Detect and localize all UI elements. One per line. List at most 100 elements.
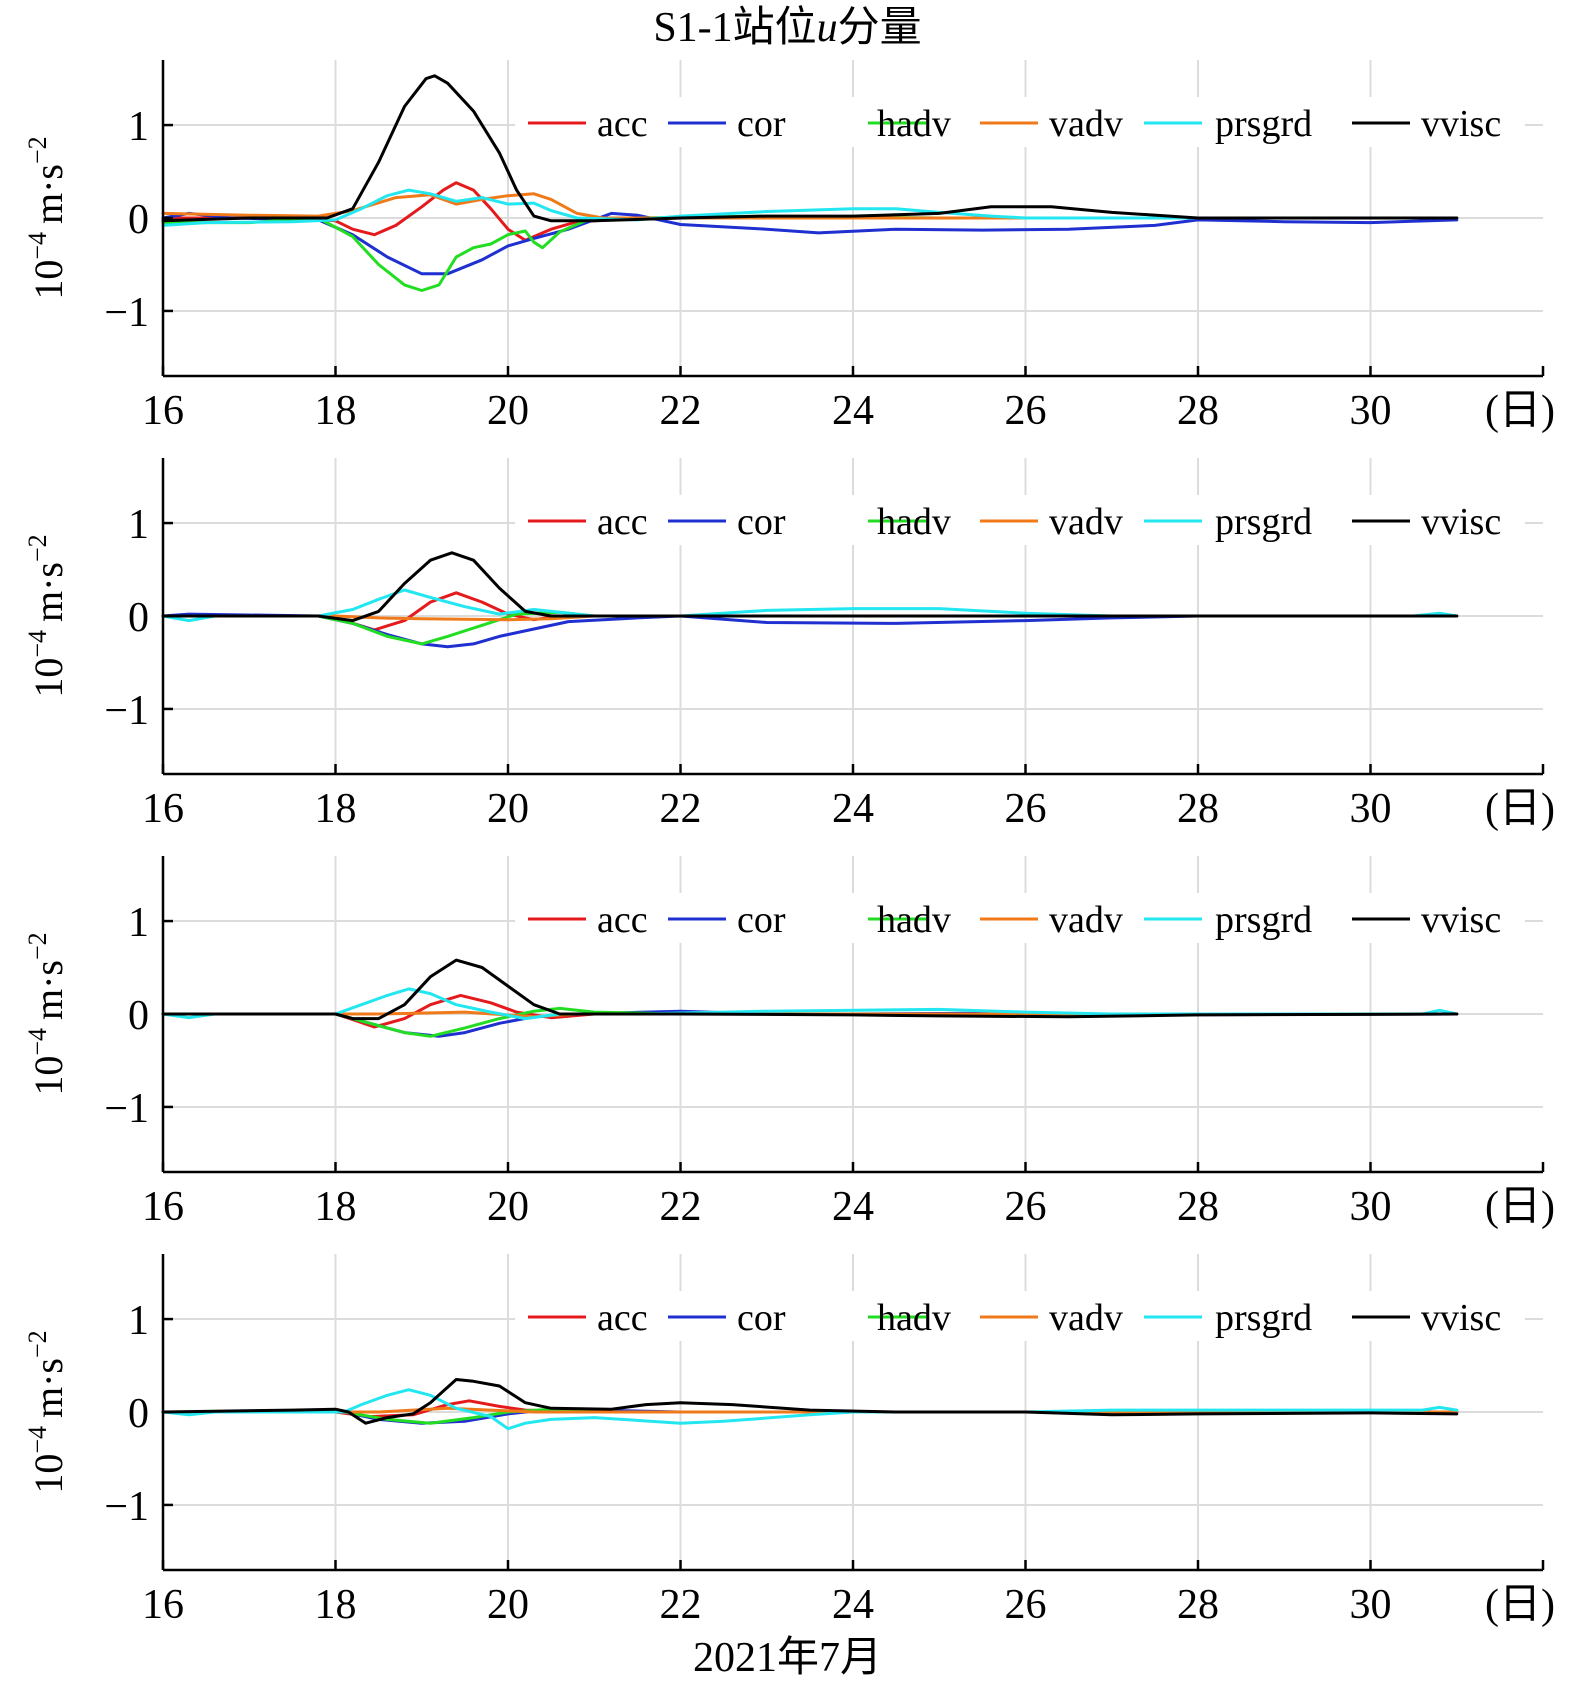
- legend: acc cor hadv vadv prsgrd vvisc: [515, 97, 1525, 147]
- legend-label-hadv: hadv: [877, 501, 951, 543]
- x-tick-label: 24: [832, 786, 874, 832]
- legend-label-vadv: vadv: [1049, 899, 1123, 941]
- series-line-prsgrd: [161, 987, 1459, 1021]
- x-tick-label: 28: [1177, 1582, 1219, 1628]
- legend: acc cor hadv vadv prsgrd vvisc: [515, 893, 1525, 943]
- y-label-unit: m·s: [26, 1358, 71, 1418]
- panel-3: 16 18 20 22 24 26 28 30 −1 0 1 (日) 10−4 m·s−2 acc cor ha…: [23, 856, 1555, 1230]
- x-caption: 2021年7月: [692, 1635, 882, 1681]
- y-label-base: 10: [26, 658, 71, 698]
- y-axis-label: 10−4 m·s−2: [23, 534, 71, 697]
- legend-label-prsgrd: prsgrd: [1215, 103, 1312, 145]
- series-line-hadv: [161, 214, 1459, 292]
- x-tick-label: 26: [1005, 1184, 1047, 1230]
- legend-label-hadv: hadv: [877, 103, 951, 145]
- y-label-unit: m·s: [26, 960, 71, 1020]
- y-label-unit-exp: −2: [23, 136, 52, 164]
- title-variable: u: [816, 5, 838, 51]
- x-tick-label: 16: [142, 388, 184, 434]
- x-tick-label: 28: [1177, 388, 1219, 434]
- legend-label-vvisc: vvisc: [1421, 501, 1501, 543]
- y-axis-label: 10−4 m·s−2: [23, 932, 71, 1095]
- x-tick-label: 22: [660, 1184, 702, 1230]
- legend-label-cor: cor: [737, 1297, 786, 1339]
- x-tick-label: 24: [832, 1582, 874, 1628]
- panel-2: 16 18 20 22 24 26 28 30 −1 0 1 (日) 10−4 m·s−2 acc cor ha…: [23, 458, 1555, 832]
- legend-label-vvisc: vvisc: [1421, 899, 1501, 941]
- y-label-unit: m·s: [26, 164, 71, 224]
- legend-label-acc: acc: [597, 1297, 648, 1339]
- x-tick-label: 24: [832, 388, 874, 434]
- y-tick-label: −1: [104, 688, 149, 734]
- x-tick-label: 22: [660, 388, 702, 434]
- y-tick-label: −1: [104, 1086, 149, 1132]
- x-unit-label: (日): [1485, 786, 1555, 832]
- x-tick-label: 18: [315, 1582, 357, 1628]
- x-tick-label: 28: [1177, 786, 1219, 832]
- legend-label-acc: acc: [597, 899, 648, 941]
- y-axis-label: 10−4 m·s−2: [23, 1330, 71, 1493]
- y-tick-label: −1: [104, 290, 149, 336]
- y-label-exp: −4: [23, 1426, 52, 1454]
- x-tick-label: 20: [487, 786, 529, 832]
- legend-label-vadv: vadv: [1049, 1297, 1123, 1339]
- y-tick-label: 1: [128, 502, 149, 548]
- x-tick-label: 20: [487, 388, 529, 434]
- series-line-prsgrd: [161, 1388, 1459, 1431]
- x-unit-label: (日): [1485, 1582, 1555, 1628]
- title-station: S1-1站位: [653, 5, 817, 51]
- series-line-vvisc: [161, 74, 1459, 223]
- panel-4: 16 18 20 22 24 26 28 30 −1 0 1 (日) 10−4 m·s−2 acc cor ha…: [23, 1254, 1555, 1628]
- page-title: S1-1站位u分量: [0, 0, 1575, 56]
- y-label-base: 10: [26, 1056, 71, 1096]
- y-tick-label: 0: [128, 197, 149, 243]
- y-tick-label: 0: [128, 993, 149, 1039]
- x-tick-label: 26: [1005, 388, 1047, 434]
- legend-label-cor: cor: [737, 103, 786, 145]
- legend-label-acc: acc: [597, 501, 648, 543]
- x-unit-label: (日): [1485, 388, 1555, 434]
- x-tick-label: 16: [142, 1184, 184, 1230]
- y-tick-label: 0: [128, 1391, 149, 1437]
- legend-label-cor: cor: [737, 899, 786, 941]
- x-tick-label: 30: [1350, 1582, 1392, 1628]
- x-tick-label: 18: [315, 388, 357, 434]
- legend-label-vvisc: vvisc: [1421, 103, 1501, 145]
- x-tick-label: 20: [487, 1184, 529, 1230]
- x-tick-label: 26: [1005, 1582, 1047, 1628]
- y-label-base: 10: [26, 260, 71, 300]
- y-label-exp: −4: [23, 630, 52, 658]
- legend-label-cor: cor: [737, 501, 786, 543]
- series-line-hadv: [161, 1006, 1459, 1038]
- legend-label-vvisc: vvisc: [1421, 1297, 1501, 1339]
- x-tick-label: 18: [315, 786, 357, 832]
- y-axis-label: 10−4 m·s−2: [23, 136, 71, 299]
- legend-label-hadv: hadv: [877, 899, 951, 941]
- y-label-unit: m·s: [26, 562, 71, 622]
- series-line-vvisc: [161, 958, 1459, 1021]
- legend-label-vadv: vadv: [1049, 501, 1123, 543]
- x-tick-label: 28: [1177, 1184, 1219, 1230]
- y-tick-label: 1: [128, 1298, 149, 1344]
- y-tick-label: 0: [128, 595, 149, 641]
- series-line-vadv: [161, 192, 1459, 220]
- x-tick-label: 18: [315, 1184, 357, 1230]
- x-tick-label: 16: [142, 786, 184, 832]
- x-tick-label: 30: [1350, 1184, 1392, 1230]
- y-label-exp: −4: [23, 1028, 52, 1056]
- x-tick-label: 22: [660, 786, 702, 832]
- x-tick-label: 30: [1350, 388, 1392, 434]
- x-unit-label: (日): [1485, 1184, 1555, 1230]
- x-tick-label: 30: [1350, 786, 1392, 832]
- series-line-cor: [161, 211, 1459, 276]
- x-tick-label: 16: [142, 1582, 184, 1628]
- legend-label-prsgrd: prsgrd: [1215, 501, 1312, 543]
- y-label-unit-exp: −2: [23, 932, 52, 960]
- x-tick-label: 24: [832, 1184, 874, 1230]
- legend-label-prsgrd: prsgrd: [1215, 899, 1312, 941]
- panel-1: 16 18 20 22 24 26 28 30 −1 0 1 (日) 10−4 m·s−2 acc cor ha…: [23, 60, 1555, 434]
- x-tick-label: 26: [1005, 786, 1047, 832]
- series-line-vvisc: [161, 1378, 1459, 1425]
- legend: acc cor hadv vadv prsgrd vvisc: [515, 1291, 1525, 1341]
- y-label-unit-exp: −2: [23, 534, 52, 562]
